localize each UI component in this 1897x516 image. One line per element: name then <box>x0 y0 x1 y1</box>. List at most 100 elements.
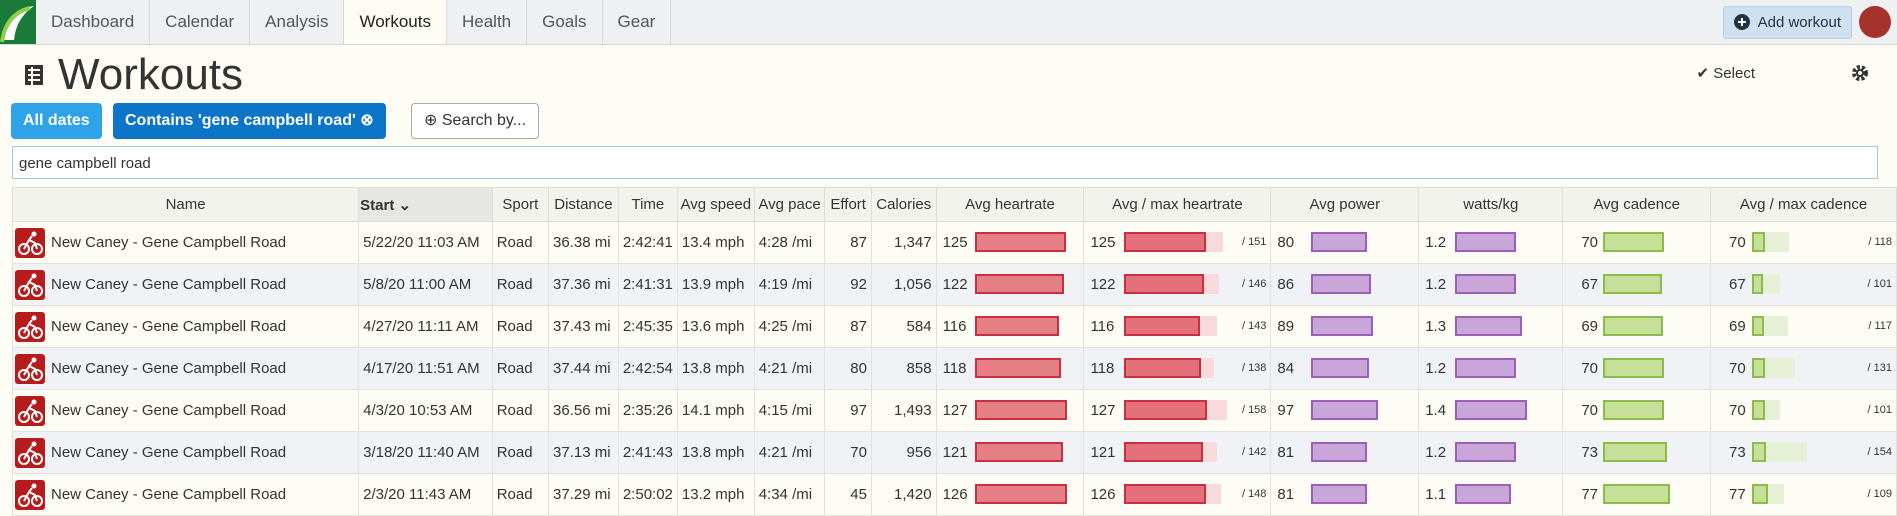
bar <box>1311 316 1373 336</box>
table-row[interactable]: New Caney - Gene Campbell Road 4/27/20 11… <box>11 305 1897 348</box>
cell: 45 <box>824 473 872 516</box>
cell-number: 70 <box>1729 402 1746 419</box>
select-label: Select <box>1713 65 1755 82</box>
column-header[interactable]: Avg pace <box>753 187 826 222</box>
cell-number: 69 <box>1729 318 1746 335</box>
cell-number: 1.1 <box>1425 486 1447 503</box>
cell-text: 80 <box>850 360 867 377</box>
cell-number: 70 <box>1729 360 1746 377</box>
column-header[interactable]: Avg / max heartrate <box>1083 187 1272 222</box>
cell: 86 <box>1270 263 1420 306</box>
cell: 70 <box>824 431 872 474</box>
cell-text: 2:41:43 <box>622 444 673 461</box>
cell-text: 2:50:02 <box>622 486 673 503</box>
cell-text: 4/17/20 11:51 AM <box>363 360 480 377</box>
cell: 4:25 /mi <box>753 305 826 348</box>
sport-icon <box>15 311 45 342</box>
cell: 2:42:41 <box>617 221 678 264</box>
select-button[interactable]: ✔ Select <box>1696 65 1755 82</box>
contains-filter[interactable]: Contains 'gene campbell road' ⊗ <box>113 103 386 139</box>
table-row[interactable]: New Caney - Gene Campbell Road 4/3/20 10:… <box>11 389 1897 432</box>
column-header[interactable]: Calories <box>870 187 937 222</box>
table-row[interactable]: New Caney - Gene Campbell Road 2/3/20 11:… <box>11 473 1897 516</box>
cell: 2:41:31 <box>617 263 678 306</box>
search-text: gene campbell road <box>19 155 151 172</box>
cell: 858 <box>870 347 937 390</box>
avatar[interactable] <box>1859 6 1891 38</box>
nav-item[interactable]: Analysis <box>250 0 345 44</box>
add-workout-button[interactable]: Add workout <box>1722 6 1852 39</box>
column-header[interactable]: Sport <box>491 187 550 222</box>
sport-icon <box>15 437 45 468</box>
logo[interactable] <box>0 0 36 44</box>
cell-text: 858 <box>906 360 932 377</box>
bar <box>1603 316 1664 336</box>
search-input[interactable]: gene campbell road <box>12 146 1878 179</box>
cell-number: 127 <box>942 402 968 419</box>
cell-text: 37.36 mi <box>553 276 611 293</box>
cell-text: 584 <box>906 318 932 335</box>
cell-text: 2:35:26 <box>622 402 673 419</box>
bar <box>1752 358 1765 378</box>
cell: 116 / 143 <box>1083 305 1272 348</box>
cell-text: 4:34 /mi <box>758 486 813 503</box>
column-header[interactable]: Name <box>11 187 360 222</box>
cell-text: 2:45:35 <box>622 318 673 335</box>
table-row[interactable]: New Caney - Gene Campbell Road 5/22/20 11… <box>11 221 1897 264</box>
cell: 125 <box>935 221 1085 264</box>
workout-name: New Caney - Gene Campbell Road <box>51 359 287 377</box>
bar <box>1455 358 1517 378</box>
column-header[interactable]: Distance <box>548 187 619 222</box>
table-row[interactable]: New Caney - Gene Campbell Road 4/17/20 11… <box>11 347 1897 390</box>
nav-item[interactable]: Workouts <box>344 0 447 44</box>
cell: 5/8/20 11:00 AM <box>358 263 493 306</box>
nav-item[interactable]: Calendar <box>150 0 251 44</box>
max-label: / 142 <box>1241 446 1267 458</box>
cell: 84 <box>1270 347 1420 390</box>
search-by-button[interactable]: ⊕ Search by... <box>411 103 540 139</box>
cell: 4:21 /mi <box>753 431 826 474</box>
cell: 67 <box>1562 263 1712 306</box>
cell: 122 <box>935 263 1085 306</box>
cell-text: 1,493 <box>894 402 932 419</box>
cell: 67 / 101 <box>1710 263 1897 306</box>
settings-icon[interactable] <box>1851 64 1869 82</box>
nav-item[interactable]: Gear <box>603 0 672 44</box>
cell: New Caney - Gene Campbell Road <box>11 473 360 516</box>
column-header[interactable]: Avg power <box>1270 187 1420 222</box>
cell: 97 <box>824 389 872 432</box>
cell-text: 2/3/20 11:43 AM <box>363 486 472 503</box>
cell: 584 <box>870 305 937 348</box>
nav-item[interactable]: Dashboard <box>36 0 151 44</box>
cell: 4:28 /mi <box>753 221 826 264</box>
nav-item[interactable]: Health <box>447 0 528 44</box>
cell: 13.6 mph <box>676 305 755 348</box>
all-dates-filter[interactable]: All dates <box>11 103 102 139</box>
column-header[interactable]: Avg cadence <box>1562 187 1712 222</box>
cell: New Caney - Gene Campbell Road <box>11 305 360 348</box>
cell: New Caney - Gene Campbell Road <box>11 221 360 264</box>
column-header[interactable]: Time <box>617 187 678 222</box>
cell-number: 1.4 <box>1425 402 1447 419</box>
cell: 70 / 131 <box>1710 347 1897 390</box>
column-header[interactable]: Start ⌄ <box>358 187 493 222</box>
column-header[interactable]: watts/kg <box>1418 187 1564 222</box>
max-label: / 101 <box>1867 404 1892 416</box>
cell: 121 <box>935 431 1085 474</box>
max-label: / 151 <box>1241 236 1267 248</box>
sport-icon <box>15 395 45 426</box>
cell-text: 4:21 /mi <box>758 360 813 377</box>
nav-item[interactable]: Goals <box>527 0 603 44</box>
table-row[interactable]: New Caney - Gene Campbell Road 5/8/20 11:… <box>11 263 1897 306</box>
table-row[interactable]: New Caney - Gene Campbell Road 3/18/20 11… <box>11 431 1897 474</box>
column-header[interactable]: Effort <box>824 187 872 222</box>
column-header[interactable]: Avg speed <box>676 187 755 222</box>
cell: 69 <box>1562 305 1712 348</box>
cell-text: 87 <box>850 318 867 335</box>
column-header[interactable]: Avg heartrate <box>935 187 1085 222</box>
column-header[interactable]: Avg / max cadence <box>1710 187 1897 222</box>
cell-text: 1,420 <box>894 486 932 503</box>
bar <box>1603 232 1665 252</box>
cell: 2:35:26 <box>617 389 678 432</box>
bar <box>974 484 1067 504</box>
